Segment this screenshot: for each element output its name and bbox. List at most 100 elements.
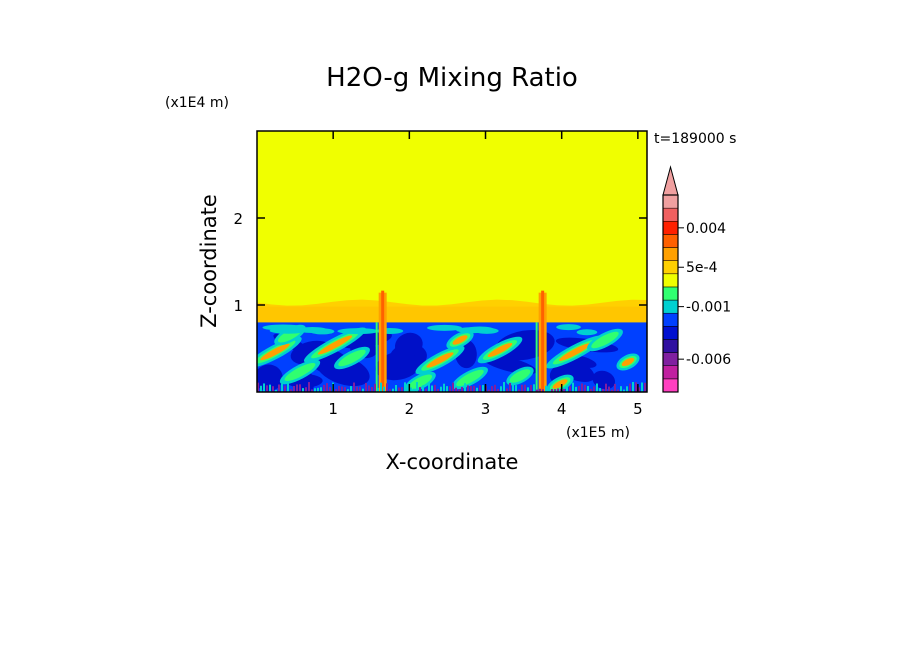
field-patch-deep bbox=[592, 370, 616, 390]
field-surface-noise bbox=[557, 388, 559, 392]
field-surface-noise bbox=[632, 382, 634, 392]
field-surface-noise bbox=[527, 387, 529, 392]
field-surface-noise bbox=[293, 385, 295, 392]
field-streak-orange bbox=[260, 343, 290, 361]
y-axis-ticks: 12 bbox=[233, 210, 647, 315]
field-streak-green bbox=[407, 374, 433, 390]
field-surface-noise bbox=[428, 383, 430, 392]
field-surface-noise bbox=[467, 385, 469, 392]
field-surface-noise bbox=[425, 388, 427, 392]
field-boundary-blob bbox=[337, 328, 379, 335]
field-patch-deep bbox=[257, 364, 283, 392]
field-surface-noise bbox=[257, 382, 259, 392]
field-streak-green bbox=[456, 369, 484, 387]
field-surface-noise bbox=[314, 388, 316, 392]
colorbar-extend-arrow bbox=[662, 165, 679, 196]
field-surface-noise bbox=[308, 382, 310, 392]
colorbar-label: 5e-4 bbox=[686, 260, 718, 276]
field-surface-noise bbox=[275, 389, 277, 392]
field-surface-noise bbox=[599, 388, 601, 392]
field-surface-noise bbox=[443, 383, 445, 392]
field-surface-noise bbox=[389, 389, 391, 392]
field-surface-noise bbox=[449, 386, 451, 392]
field-plume-edge bbox=[375, 322, 378, 392]
field-surface-noise bbox=[461, 386, 463, 392]
x-axis-ticks: 1 2 3 4 5 bbox=[328, 131, 643, 418]
field-surface-noise bbox=[491, 386, 493, 392]
field-surface-noise bbox=[344, 387, 346, 392]
colorbar-frame bbox=[662, 194, 679, 393]
y-axis-label: Z-coordinate bbox=[197, 194, 221, 328]
time-label: t=189000 s bbox=[654, 131, 736, 147]
colorbar-level bbox=[662, 273, 679, 288]
field-surface-noise bbox=[422, 385, 424, 392]
field-surface-noise bbox=[548, 385, 550, 392]
field-surface-noise bbox=[494, 384, 496, 392]
field-streak-green bbox=[591, 331, 619, 349]
field-surface-noise bbox=[335, 389, 337, 392]
field-boundary-blob bbox=[576, 329, 598, 336]
field-patch-deep bbox=[394, 332, 423, 358]
field-surface-noise bbox=[596, 383, 598, 392]
field-surface-noise bbox=[602, 388, 604, 392]
field-streak-orange bbox=[552, 379, 568, 389]
field-streak-orange bbox=[426, 352, 454, 368]
field-surface-noise bbox=[623, 389, 625, 392]
colorbar: -0.006 -0.001 5e-4 0.004 bbox=[662, 165, 731, 393]
colorbar-level bbox=[662, 312, 679, 327]
x-axis-label: X-coordinate bbox=[386, 450, 519, 474]
x-scale-label: (x1E5 m) bbox=[566, 425, 630, 441]
field-surface-noise bbox=[305, 387, 307, 392]
field-surface-noise bbox=[398, 387, 400, 392]
field-surface-noise bbox=[362, 388, 364, 392]
field-surface-noise bbox=[524, 384, 526, 392]
field-surface-noise bbox=[401, 387, 403, 392]
field-surface-noise bbox=[554, 389, 556, 392]
field-surface-noise bbox=[572, 382, 574, 392]
field-surface-noise bbox=[317, 387, 319, 392]
contour-field bbox=[257, 131, 647, 392]
y-tick-label: 2 bbox=[233, 210, 243, 228]
field-surface-noise bbox=[503, 382, 505, 392]
field-streak-orange bbox=[558, 343, 592, 361]
field-surface-noise bbox=[281, 383, 283, 392]
field-surface-noise bbox=[365, 382, 367, 392]
field-surface-noise bbox=[392, 388, 394, 392]
field-surface-noise bbox=[287, 382, 289, 392]
field-surface-noise bbox=[536, 389, 538, 392]
field-surface-noise bbox=[416, 382, 418, 392]
field-surface-noise bbox=[476, 387, 478, 392]
field-surface-noise bbox=[614, 383, 616, 392]
x-tick-label: 1 bbox=[328, 400, 338, 418]
colorbar-label: -0.001 bbox=[686, 300, 731, 316]
field-surface-noise bbox=[266, 385, 268, 392]
field-surface-noise bbox=[470, 386, 472, 392]
field-streak-green bbox=[509, 369, 531, 383]
field-surface-noise bbox=[641, 382, 643, 392]
field-surface-noise bbox=[347, 389, 349, 392]
x-tick-label: 4 bbox=[557, 400, 567, 418]
field-surface-noise bbox=[383, 386, 385, 392]
field-surface-noise bbox=[458, 389, 460, 392]
field-surface-noise bbox=[509, 383, 511, 392]
field-surface-noise bbox=[500, 386, 502, 392]
x-tick-label: 3 bbox=[481, 400, 491, 418]
field-surface-noise bbox=[530, 384, 532, 392]
colorbar-level bbox=[662, 339, 679, 353]
field-surface-noise bbox=[464, 383, 466, 392]
field-surface-noise bbox=[323, 384, 325, 392]
field-surface-noise bbox=[341, 386, 343, 392]
field-surface-noise bbox=[446, 386, 448, 392]
field-surface-noise bbox=[629, 383, 631, 392]
field-surface-noise bbox=[272, 386, 274, 392]
field-surface-noise bbox=[587, 386, 589, 392]
field-surface-noise bbox=[488, 389, 490, 392]
field-streak-orange bbox=[317, 335, 353, 355]
colorbar-level bbox=[662, 286, 679, 301]
colorbar-level bbox=[662, 194, 679, 209]
field-surface-noise bbox=[410, 387, 412, 392]
colorbar-level bbox=[662, 326, 679, 340]
colorbar-level bbox=[662, 352, 679, 366]
field-surface-noise bbox=[320, 387, 322, 392]
